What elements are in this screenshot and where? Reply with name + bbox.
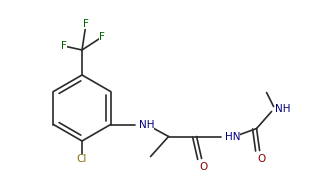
Text: HN: HN (225, 132, 240, 142)
Text: O: O (199, 161, 208, 171)
Text: F: F (99, 32, 105, 42)
Text: F: F (61, 41, 67, 51)
Text: O: O (257, 153, 266, 163)
Text: NH: NH (138, 119, 154, 129)
Text: F: F (83, 19, 89, 29)
Text: Cl: Cl (77, 154, 87, 164)
Text: NH: NH (275, 104, 290, 114)
